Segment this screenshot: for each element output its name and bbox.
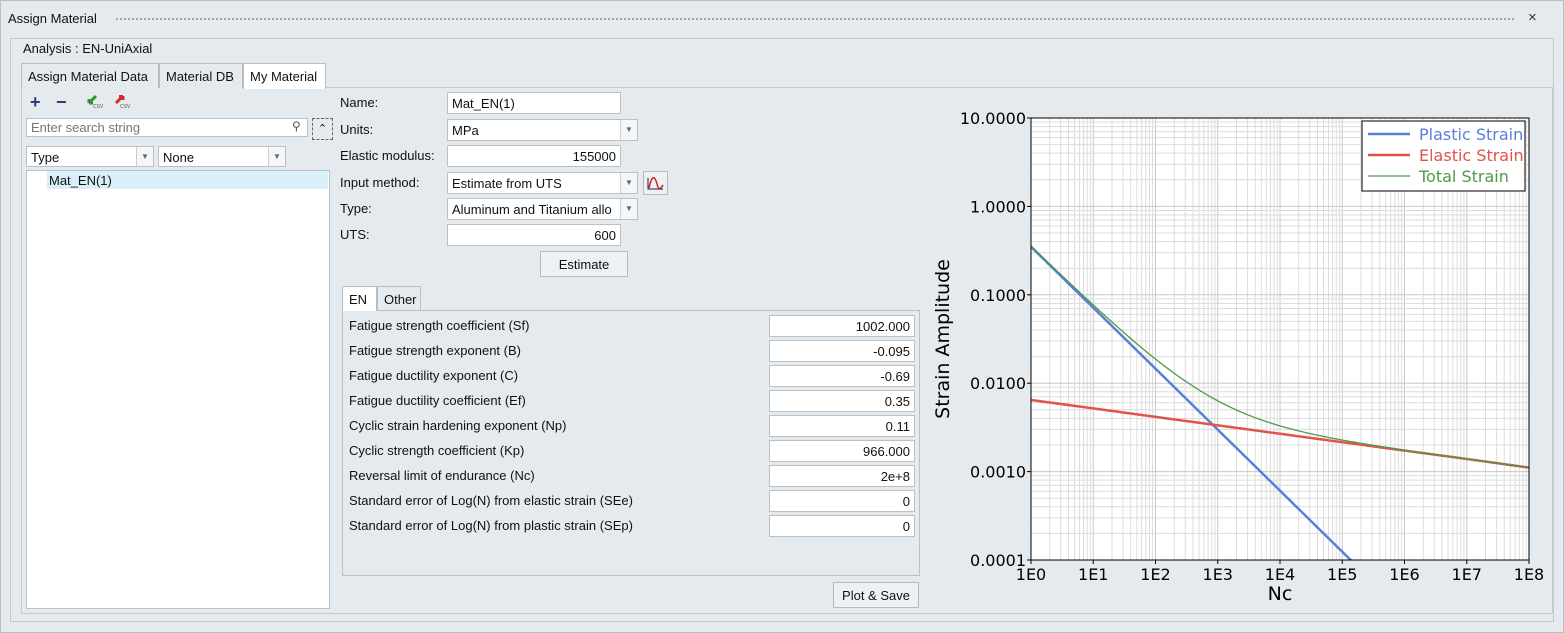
param-label: Standard error of Log(N) from elastic st… — [349, 493, 633, 508]
drag-handle[interactable] — [115, 17, 1515, 21]
filter-value-value: None — [163, 150, 195, 165]
y-tick-label: 1.0000 — [970, 197, 1026, 216]
units-select[interactable]: MPa ▼ — [447, 119, 638, 141]
param-input[interactable]: 0 — [769, 490, 915, 512]
param-label: Fatigue ductility exponent (C) — [349, 368, 519, 383]
param-label: Cyclic strain hardening exponent (Np) — [349, 418, 567, 433]
param-label: Standard error of Log(N) from plastic st… — [349, 518, 633, 533]
param-input[interactable]: 0.11 — [769, 415, 915, 437]
x-tick-label: 1E8 — [1514, 565, 1544, 584]
add-icon[interactable]: + — [30, 92, 41, 112]
import-csv-label: CSV — [93, 104, 104, 110]
param-input[interactable]: 0.35 — [769, 390, 915, 412]
filter-type-select[interactable]: Type ▼ — [26, 146, 154, 167]
units-value: MPa — [452, 123, 479, 138]
series-line-plastic-strain — [1031, 245, 1353, 560]
param-label: Reversal limit of endurance (Nc) — [349, 468, 535, 483]
curve-plot-button[interactable] — [643, 171, 668, 195]
chevron-down-icon: ▼ — [620, 173, 637, 193]
material-list — [26, 170, 330, 609]
y-tick-label: 0.0001 — [970, 551, 1026, 570]
search-input[interactable] — [26, 118, 308, 137]
param-label: Fatigue strength exponent (B) — [349, 343, 521, 358]
x-tick-label: 1E2 — [1140, 565, 1170, 584]
y-tick-label: 0.0100 — [970, 374, 1026, 393]
param-input[interactable]: 2e+8 — [769, 465, 915, 487]
x-tick-label: 1E1 — [1078, 565, 1108, 584]
name-input[interactable]: Mat_EN(1) — [447, 92, 621, 114]
x-axis-label: Nc — [1268, 583, 1293, 605]
y-tick-label: 0.1000 — [970, 286, 1026, 305]
analysis-label: Analysis : EN-UniAxial — [23, 41, 153, 56]
tab-pane — [21, 87, 1553, 614]
x-tick-label: 1E4 — [1265, 565, 1295, 584]
param-input[interactable]: 0 — [769, 515, 915, 537]
filter-value-select[interactable]: None ▼ — [158, 146, 286, 167]
x-tick-label: 1E5 — [1327, 565, 1357, 584]
name-label: Name: — [340, 95, 379, 110]
import-csv-icon[interactable]: CSV — [86, 94, 104, 111]
elastic-modulus-label: Elastic modulus: — [340, 148, 435, 163]
param-label: Cyclic strength coefficient (Kp) — [349, 443, 525, 458]
x-tick-label: 1E6 — [1389, 565, 1419, 584]
strain-life-chart: 1E0 1E1 1E2 1E3 1E4 1E5 1E6 1E7 1E8 0.0001 0.0010 0… — [932, 109, 1544, 605]
param-label: Fatigue strength coefficient (Sf) — [349, 318, 530, 333]
y-axis-label: Strain Amplitude — [932, 259, 954, 419]
input-method-value: Estimate from UTS — [452, 176, 562, 191]
tab-material-db[interactable]: Material DB — [159, 63, 243, 88]
tab-en[interactable]: EN — [342, 286, 377, 311]
content-frame — [10, 38, 1554, 622]
input-method-label: Input method: — [340, 175, 420, 190]
plot-save-button[interactable]: Plot & Save — [833, 582, 919, 608]
param-label: Fatigue ductility coefficient (Ef) — [349, 393, 526, 408]
en-params-panel — [342, 310, 920, 576]
tab-my-material[interactable]: My Material — [243, 63, 326, 89]
remove-icon[interactable]: − — [56, 92, 67, 112]
uts-label: UTS: — [340, 227, 370, 242]
x-tick-label: 1E7 — [1452, 565, 1482, 584]
chevron-down-icon: ▼ — [268, 147, 285, 166]
search-icon[interactable]: ⚲ — [292, 119, 301, 133]
type-select[interactable]: Aluminum and Titanium allo ▼ — [447, 198, 638, 220]
x-tick-label: 1E3 — [1203, 565, 1233, 584]
units-label: Units: — [340, 122, 374, 137]
export-csv-icon[interactable]: CSV — [113, 94, 131, 111]
list-item[interactable]: Mat_EN(1) — [47, 171, 328, 189]
y-tick-label: 10.0000 — [960, 109, 1026, 128]
input-method-select[interactable]: Estimate from UTS ▼ — [447, 172, 638, 194]
param-input[interactable]: -0.095 — [769, 340, 915, 362]
filter-type-value: Type — [31, 150, 60, 165]
legend-label: Total Strain — [1418, 167, 1509, 186]
chevron-down-icon: ▼ — [136, 147, 153, 166]
legend-label: Plastic Strain — [1419, 125, 1523, 144]
type-label: Type: — [340, 201, 372, 216]
export-csv-label: CSV — [120, 104, 131, 110]
param-input[interactable]: 1002.000 — [769, 315, 915, 337]
series-line-total-strain — [1031, 245, 1529, 469]
chevron-down-icon: ▼ — [620, 120, 637, 140]
param-input[interactable]: 966.000 — [769, 440, 915, 462]
elastic-modulus-input[interactable]: 155000 — [447, 145, 621, 167]
estimate-button[interactable]: Estimate — [540, 251, 628, 277]
tab-assign-material-data[interactable]: Assign Material Data — [21, 63, 159, 88]
param-input[interactable]: -0.69 — [769, 365, 915, 387]
chevron-down-icon: ▼ — [620, 199, 637, 219]
tab-other[interactable]: Other — [377, 286, 421, 310]
x-tick-label: 1E0 — [1016, 565, 1046, 584]
y-tick-label: 0.0010 — [970, 463, 1026, 482]
legend-label: Elastic Strain — [1419, 146, 1524, 165]
close-icon[interactable]: × — [1528, 9, 1537, 26]
dialog-title: Assign Material — [8, 11, 97, 26]
uts-input[interactable]: 600 — [447, 224, 621, 246]
curve-icon — [647, 177, 664, 190]
type-value: Aluminum and Titanium allo — [452, 202, 612, 217]
collapse-icon[interactable]: ⌃ — [312, 118, 333, 140]
